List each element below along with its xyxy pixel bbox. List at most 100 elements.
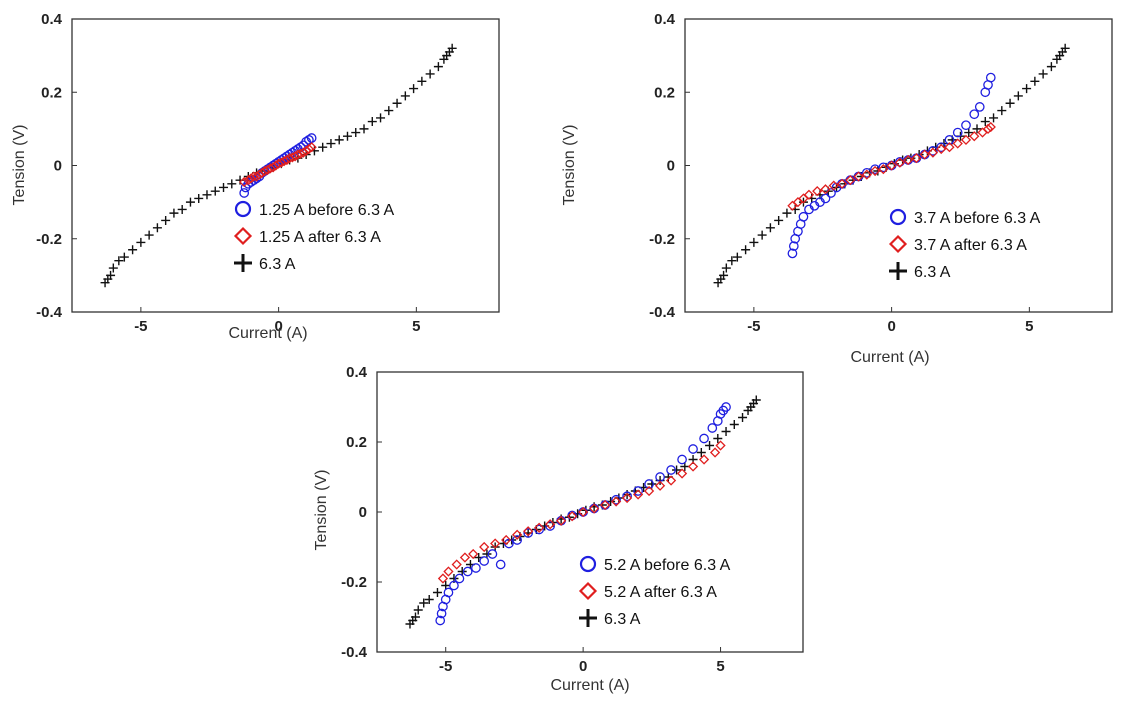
data-point — [441, 581, 451, 590]
chart-panel-3: 0.4 0.2 0 -0.2 -0.4 -5 0 5 Current (A) Tension (V… — [313, 364, 804, 694]
x-axis-label: Current (A) — [550, 677, 629, 694]
data-point — [751, 395, 761, 405]
data-point — [400, 91, 410, 101]
legend-entry: 5.2 A before 6.3 A — [579, 555, 731, 574]
data-point — [643, 485, 655, 497]
data-point — [376, 113, 386, 123]
data-point — [545, 521, 555, 531]
data-point — [845, 175, 856, 186]
data-point — [523, 526, 534, 537]
data-point — [384, 106, 394, 116]
data-point — [774, 215, 784, 225]
series-diamond — [787, 121, 996, 211]
data-point — [721, 427, 731, 436]
data-point — [185, 197, 195, 207]
data-point — [687, 461, 699, 472]
data-point — [828, 180, 839, 191]
data-point — [136, 237, 146, 247]
data-point — [757, 230, 767, 240]
data-point — [482, 549, 492, 559]
x-tick-label: 5 — [1025, 318, 1033, 335]
data-point — [1046, 62, 1056, 72]
data-point — [972, 124, 982, 134]
data-point — [644, 479, 654, 489]
data-point — [699, 433, 709, 444]
legend-diamond-icon — [233, 226, 253, 246]
legend-entry: 6.3 A — [579, 609, 641, 628]
data-point — [985, 121, 996, 133]
data-point — [969, 109, 980, 120]
data-point — [732, 252, 742, 262]
data-point — [621, 492, 633, 504]
y-tick-label: 0.4 — [41, 11, 63, 28]
data-point — [894, 157, 905, 168]
y-tick-label: 0.2 — [346, 434, 367, 451]
x-axis-label: Current (A) — [850, 349, 929, 366]
data-point — [964, 128, 974, 138]
data-point — [194, 193, 204, 203]
data-point — [861, 167, 872, 178]
x-tick-label: -5 — [747, 318, 760, 335]
y-tick-label: 0 — [359, 504, 367, 521]
data-point — [392, 98, 402, 108]
data-point — [479, 556, 490, 566]
data-point — [1038, 69, 1048, 79]
data-point — [359, 124, 369, 134]
data-point — [1060, 43, 1070, 53]
data-point — [451, 559, 462, 570]
data-point — [161, 215, 171, 225]
legend-entry: 6.3 A — [234, 254, 296, 273]
legend-label: 3.7 A before 6.3 A — [914, 210, 1041, 227]
data-point — [367, 117, 377, 127]
data-point — [721, 263, 731, 273]
y-axis-label: Tension (V) — [561, 125, 578, 206]
legend-entry: 1.25 A before 6.3 A — [234, 200, 395, 219]
data-point — [419, 598, 429, 608]
legend-label: 1.25 A after 6.3 A — [259, 229, 381, 246]
data-point — [919, 149, 930, 160]
y-tick-label: -0.4 — [36, 304, 63, 321]
data-point — [495, 559, 506, 570]
data-point — [952, 127, 963, 138]
data-point — [512, 529, 523, 540]
data-point — [632, 489, 644, 500]
legend-circle-icon — [579, 555, 597, 573]
data-point — [749, 237, 759, 247]
data-point — [424, 595, 434, 604]
data-point — [961, 120, 971, 131]
data-point — [589, 503, 600, 514]
y-tick-label: 0 — [54, 158, 62, 175]
data-point — [119, 252, 129, 262]
data-point — [680, 462, 690, 471]
data-point — [672, 465, 682, 475]
series-diamond — [437, 440, 726, 584]
data-point — [861, 169, 872, 180]
data-point — [803, 189, 815, 200]
data-point — [447, 43, 457, 53]
legend-entry: 3.7 A after 6.3 A — [888, 234, 1027, 254]
data-point — [342, 131, 352, 141]
y-tick-label: -0.4 — [649, 304, 676, 321]
data-point — [545, 519, 556, 530]
data-point — [705, 441, 715, 450]
data-point — [245, 173, 257, 184]
x-tick-label: -5 — [134, 318, 147, 335]
data-point — [980, 117, 990, 127]
data-point — [878, 164, 889, 175]
data-point — [449, 580, 459, 591]
data-point — [443, 566, 454, 577]
x-tick-label: -5 — [439, 658, 452, 675]
x-tick-label: 0 — [579, 658, 587, 675]
data-point — [886, 160, 897, 171]
data-point — [108, 263, 118, 273]
data-point — [765, 223, 775, 233]
data-point — [688, 444, 698, 454]
data-point — [433, 62, 443, 72]
data-point — [719, 270, 729, 280]
data-point — [417, 76, 427, 86]
legend-plus-icon — [889, 262, 907, 280]
data-point — [960, 134, 972, 145]
data-point — [666, 465, 676, 475]
data-point — [936, 143, 947, 155]
